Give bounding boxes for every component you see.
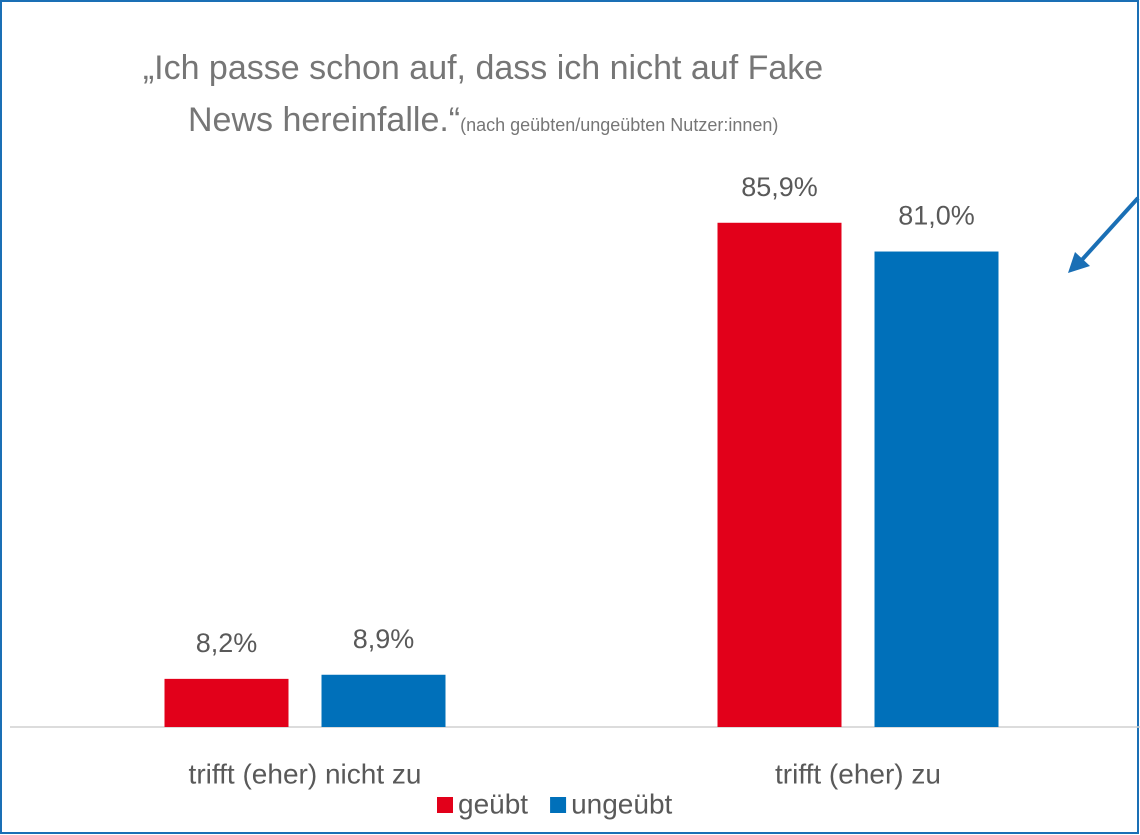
chart-subtitle: (nach geübten/ungeübten Nutzer:innen): [460, 115, 778, 135]
legend-swatch: [550, 797, 567, 813]
data-label: 8,9%: [353, 624, 415, 654]
data-label: 8,2%: [196, 628, 258, 658]
legend-swatch: [437, 797, 453, 813]
bar: [321, 674, 446, 727]
data-label: 85,9%: [741, 172, 818, 202]
bar: [874, 251, 999, 727]
legend-label: ungeübt: [571, 788, 672, 819]
arrow-head: [1068, 252, 1090, 273]
chart-title-line: News hereinfalle.“(nach geübten/ungeübte…: [188, 101, 778, 139]
arrow: [1078, 196, 1140, 264]
x-tick-label: trifft (eher) nicht zu: [189, 758, 422, 789]
bar: [717, 222, 842, 727]
x-tick-label: trifft (eher) zu: [775, 758, 941, 789]
bar: [164, 678, 289, 727]
chart-title: „Ich passe schon auf, dass ich nicht auf…: [143, 49, 823, 87]
data-label: 81,0%: [898, 201, 975, 231]
chart-title: News hereinfalle.“: [188, 101, 460, 139]
legend-label: geübt: [458, 788, 528, 819]
